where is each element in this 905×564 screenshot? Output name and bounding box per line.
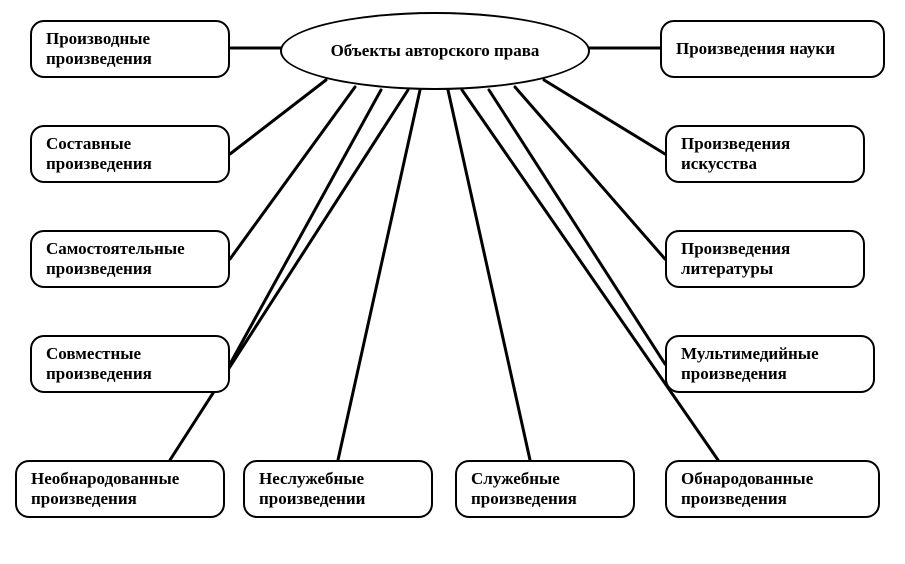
diagram-canvas: Объекты авторского права Производные про…: [0, 0, 905, 564]
node-label: Произведения литературы: [681, 239, 849, 280]
node-label: Неслужебные произведении: [259, 469, 417, 510]
node-label: Мультимедийные произведения: [681, 344, 859, 385]
node-n1: Производные произведения: [30, 20, 230, 78]
node-n2: Составные произведения: [30, 125, 230, 183]
center-node: Объекты авторского права: [280, 12, 590, 90]
node-n3: Самостоятельные произведения: [30, 230, 230, 288]
node-n8: Обнародованные произведения: [665, 460, 880, 518]
node-label: Самостоятельные произведения: [46, 239, 214, 280]
node-n4: Совместные произведения: [30, 335, 230, 393]
node-label: Производные произведения: [46, 29, 214, 70]
node-n10: Произведения литературы: [665, 230, 865, 288]
edge: [448, 90, 530, 460]
node-label: Необнародованные произведения: [31, 469, 209, 510]
node-label: Произведения искусства: [681, 134, 849, 175]
node-n7: Служебные произведения: [455, 460, 635, 518]
node-label: Служебные произведения: [471, 469, 619, 510]
node-label: Составные произведения: [46, 134, 214, 175]
center-label: Объекты авторского права: [331, 41, 540, 61]
node-n11: Произведения искусства: [665, 125, 865, 183]
node-label: Обнародованные произведения: [681, 469, 864, 510]
node-n12: Произведения науки: [660, 20, 885, 78]
node-label: Совместные произведения: [46, 344, 214, 385]
edge: [230, 80, 326, 154]
node-n5: Необнародованные произведения: [15, 460, 225, 518]
node-n9: Мультимедийные произведения: [665, 335, 875, 393]
edge: [515, 87, 665, 259]
node-label: Произведения науки: [676, 39, 835, 59]
node-n6: Неслужебные произведении: [243, 460, 433, 518]
